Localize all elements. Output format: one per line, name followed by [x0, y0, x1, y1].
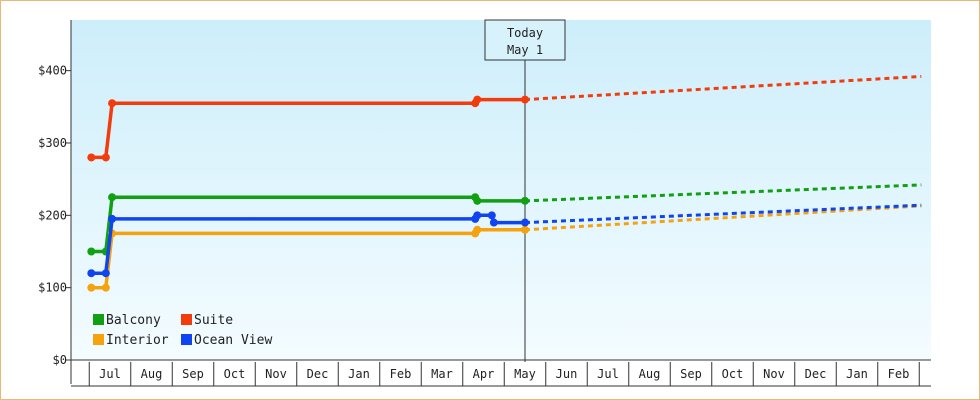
- data-point-ocean-view: [487, 211, 496, 220]
- legend-label: Balcony: [106, 313, 161, 328]
- legend-swatch: [181, 334, 192, 345]
- month-label: Dec: [307, 367, 329, 381]
- legend-label: Interior: [106, 333, 169, 348]
- month-label: Jan: [846, 367, 868, 381]
- month-label: Apr: [473, 367, 495, 381]
- data-point-ocean-view: [521, 218, 529, 227]
- month-label: Dec: [805, 367, 827, 381]
- month-label: Jul: [597, 367, 619, 381]
- data-point-ocean-view: [101, 269, 110, 278]
- month-label: Feb: [888, 367, 910, 381]
- data-point-suite: [108, 99, 117, 108]
- data-point-interior: [87, 283, 96, 292]
- month-label: Sep: [680, 367, 702, 381]
- legend-swatch: [93, 334, 104, 345]
- legend-swatch: [93, 314, 104, 325]
- data-point-ocean-view: [489, 218, 498, 227]
- y-tick-label: $400: [38, 64, 67, 78]
- data-point-suite: [473, 95, 482, 104]
- data-point-interior: [473, 225, 482, 234]
- data-point-ocean-view: [473, 211, 482, 220]
- data-point-suite: [101, 153, 110, 162]
- data-point-suite: [87, 153, 96, 162]
- today-box: [484, 19, 566, 61]
- month-label: Aug: [639, 367, 661, 381]
- today-date: May 1: [507, 43, 543, 57]
- legend-swatch: [181, 314, 192, 325]
- y-tick-label: $0: [53, 353, 67, 367]
- month-label: Jun: [556, 367, 578, 381]
- month-label: Jul: [99, 367, 121, 381]
- series-projection-ocean-view: [524, 203, 922, 225]
- series-projection-balcony: [524, 183, 922, 203]
- series-projection-interior: [524, 204, 922, 232]
- y-tick-label: $100: [38, 281, 67, 295]
- month-label: Aug: [141, 367, 163, 381]
- legend-label: Ocean View: [194, 333, 272, 348]
- month-label: Oct: [224, 367, 246, 381]
- data-point-balcony: [87, 247, 96, 256]
- data-point-interior: [101, 283, 110, 292]
- data-point-balcony: [521, 196, 529, 205]
- month-label: May: [514, 367, 536, 381]
- month-label: Nov: [763, 367, 785, 381]
- data-point-balcony: [473, 196, 482, 205]
- month-label: Nov: [265, 367, 287, 381]
- month-label: Oct: [722, 367, 744, 381]
- data-point-ocean-view: [87, 269, 96, 278]
- month-label: Feb: [390, 367, 412, 381]
- legend-label: Suite: [194, 313, 233, 328]
- series-projection-suite: [524, 74, 922, 102]
- data-point-ocean-view: [108, 214, 117, 223]
- plot-area: [71, 20, 931, 360]
- y-tick-label: $200: [38, 208, 67, 222]
- data-point-suite: [521, 95, 529, 104]
- today-label: Today: [507, 26, 543, 40]
- month-label: Jan: [348, 367, 370, 381]
- y-tick-label: $300: [38, 136, 67, 150]
- data-point-balcony: [108, 193, 117, 202]
- month-label: Sep: [182, 367, 204, 381]
- month-label: Mar: [431, 367, 453, 381]
- data-point-interior: [521, 225, 529, 234]
